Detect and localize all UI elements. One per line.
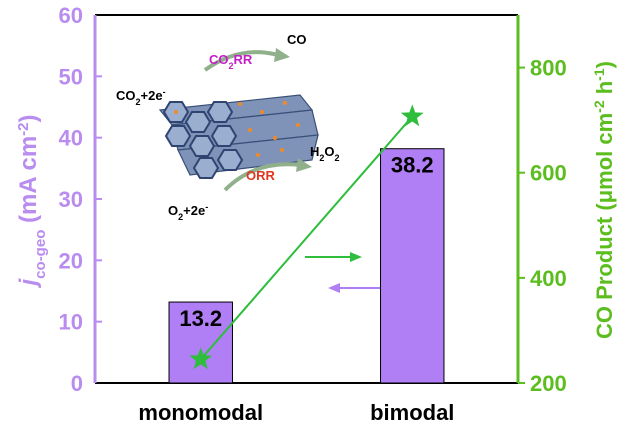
y-tick-label: 30	[59, 187, 83, 212]
x-tick-label: bimodal	[370, 400, 454, 425]
y-tick-label: 40	[59, 126, 83, 151]
y2-tick-label: 200	[530, 371, 567, 396]
y-tick-label: 0	[71, 371, 83, 396]
annotation: CO2RR	[209, 52, 253, 71]
line	[199, 115, 414, 360]
bar	[168, 301, 233, 384]
y-tick-label: 60	[59, 3, 83, 28]
x-tick-label: monomodal	[138, 400, 263, 425]
value-label: 13.2	[179, 306, 222, 331]
annotation: CO2+2e-	[116, 87, 166, 107]
inset-illustration	[158, 48, 319, 192]
y-axis-label: jco-geo (mA cm-2)	[15, 115, 49, 289]
annotation: H2O2	[310, 144, 340, 163]
y2-tick-label: 600	[530, 161, 567, 186]
bar	[380, 148, 445, 384]
annotation: ORR	[246, 168, 276, 183]
y2-tick-label: 800	[530, 56, 567, 81]
y2-tick-label: 400	[530, 266, 567, 291]
star-marker	[189, 347, 213, 370]
y-tick-label: 50	[59, 64, 83, 89]
y-tick-label: 10	[59, 310, 83, 335]
value-label: 38.2	[391, 153, 434, 178]
axis-arrows	[305, 252, 385, 293]
annotation: O2+2e-	[168, 202, 208, 222]
y2-axis-label: CO Product (μmol cm-2 h-1)	[591, 61, 617, 339]
y-tick-label: 20	[59, 248, 83, 273]
annotation: CO	[287, 32, 307, 47]
star-marker	[400, 104, 424, 127]
